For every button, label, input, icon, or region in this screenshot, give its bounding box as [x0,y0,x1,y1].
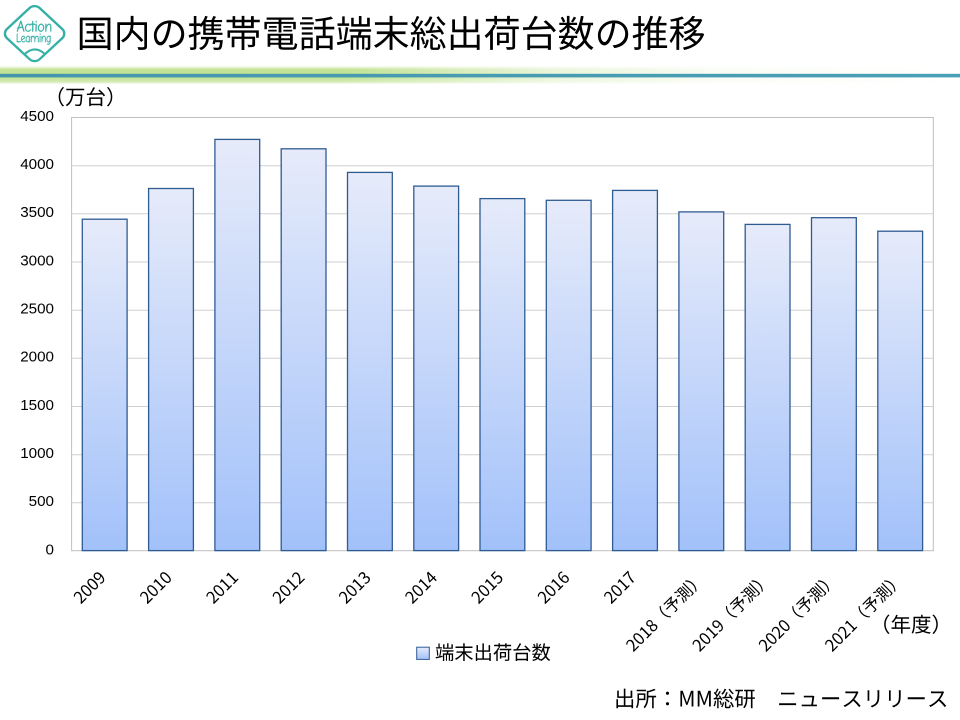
svg-text:500: 500 [29,493,54,510]
svg-text:0: 0 [46,541,54,558]
svg-text:3500: 3500 [20,204,54,221]
svg-text:2000: 2000 [20,349,54,366]
svg-text:3000: 3000 [20,252,54,269]
svg-text:1000: 1000 [20,445,54,462]
svg-text:4500: 4500 [20,108,54,125]
svg-text:2500: 2500 [20,301,54,318]
svg-text:4000: 4000 [20,156,54,173]
svg-text:1500: 1500 [20,397,54,414]
